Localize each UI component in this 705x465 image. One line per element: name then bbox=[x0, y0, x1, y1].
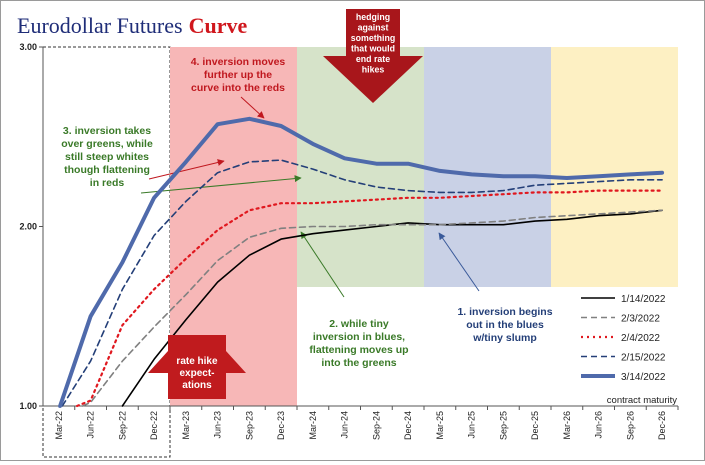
annotations: 4. inversion moves further up the curve in… bbox=[61, 9, 553, 399]
x-tick-label: Mar-24 bbox=[308, 411, 318, 440]
annotation-line: hedging bbox=[356, 12, 390, 22]
band-blues bbox=[424, 47, 551, 287]
callout-arrow-greens bbox=[140, 175, 302, 194]
annotation-line: something bbox=[351, 33, 395, 43]
legend-label-3: 2/4/2022 bbox=[621, 333, 660, 344]
annotation-line: expect- bbox=[179, 368, 214, 379]
x-tick-label: Sep-26 bbox=[625, 411, 635, 440]
x-tick-label: Dec-22 bbox=[149, 411, 159, 440]
chart-title-main: Eurodollar Futures bbox=[17, 13, 183, 38]
callout-arrow-tiny-inversion bbox=[300, 231, 345, 298]
callout-arrows bbox=[140, 96, 480, 298]
axes: 1.00 2.00 3.00 Mar-22 Jun-22 Sep-22 Dec-22 Mar-… bbox=[19, 42, 679, 440]
annotation-line: against bbox=[358, 23, 389, 33]
series-line-2 bbox=[81, 209, 663, 407]
annotation-line: curve into the reds bbox=[191, 82, 285, 94]
annotation-line: into the greens bbox=[321, 357, 396, 369]
annotation-inversion-greens: 3. inversion takes over greens, while stil… bbox=[61, 125, 153, 189]
series-line-5 bbox=[58, 116, 665, 408]
x-tick-label: Sep-25 bbox=[498, 411, 508, 440]
chart-title: Eurodollar Futures Curve bbox=[17, 13, 247, 38]
y-tick-label: 2.00 bbox=[19, 222, 37, 232]
x-tick-label: Dec-25 bbox=[530, 411, 540, 440]
annotation-line: inversion in blues, bbox=[313, 331, 405, 343]
x-tick-label: Dec-26 bbox=[657, 411, 667, 440]
annotation-inversion-blues: 1. inversion begins out in the blues w/tin… bbox=[457, 306, 552, 344]
x-tick-label: Jun-24 bbox=[340, 411, 350, 439]
x-tick-label: Dec-24 bbox=[403, 411, 413, 440]
annotation-line: flattening moves up bbox=[309, 344, 408, 356]
rate-hike-up-arrow bbox=[148, 335, 246, 399]
x-tick-label: Sep-23 bbox=[244, 411, 254, 440]
annotation-line: still steep whites bbox=[65, 151, 149, 163]
annotation-line: 3. inversion takes bbox=[63, 125, 151, 137]
annotation-hedging: hedging against something that would end rat… bbox=[351, 12, 395, 75]
series-line-3 bbox=[75, 189, 664, 408]
x-axis-title: contract maturity bbox=[607, 395, 677, 406]
annotation-line: 4. inversion moves bbox=[191, 56, 286, 68]
annotation-line: rate hike bbox=[176, 356, 218, 367]
annotation-line: over greens, while bbox=[61, 138, 153, 150]
x-tick-label: Sep-24 bbox=[371, 411, 381, 440]
x-tick-label: Jun-26 bbox=[594, 411, 604, 439]
x-tick-label: Mar-22 bbox=[54, 411, 64, 440]
x-tick-label: Jun-22 bbox=[86, 411, 96, 439]
x-tick-label: Mar-26 bbox=[562, 411, 572, 440]
series-line-4 bbox=[61, 159, 663, 407]
y-tick-label: 3.00 bbox=[19, 42, 37, 52]
callout-arrow-blues bbox=[438, 232, 480, 292]
series-lines bbox=[58, 116, 665, 408]
annotation-line: 1. inversion begins bbox=[457, 306, 552, 318]
hedging-down-arrow bbox=[323, 56, 423, 103]
legend-label-2: 2/3/2022 bbox=[621, 314, 660, 325]
annotation-line: ations bbox=[182, 380, 212, 391]
annotation-line: further up the bbox=[204, 69, 272, 81]
annotation-line: 2. while tiny bbox=[329, 318, 389, 330]
legend: 1/14/2022 2/3/2022 2/4/2022 2/15/2022 3/14/2… bbox=[581, 294, 666, 383]
x-tick-label: Mar-25 bbox=[435, 411, 445, 440]
annotation-line: though flattening bbox=[64, 164, 150, 176]
callout-arrow-moves bbox=[240, 96, 265, 119]
legend-label-4: 2/15/2022 bbox=[621, 353, 666, 364]
annotation-line: end rate bbox=[356, 54, 390, 64]
x-tick-label: Sep-22 bbox=[117, 411, 127, 440]
x-tick-label: Mar-23 bbox=[181, 411, 191, 440]
y-tick-label: 1.00 bbox=[19, 401, 37, 411]
x-tick-label: Dec-23 bbox=[276, 411, 286, 440]
annotation-line: that would bbox=[351, 44, 395, 54]
annotation-line: out in the blues bbox=[466, 319, 544, 331]
annotation-rate-hike: rate hike expect-ations bbox=[176, 356, 218, 391]
annotation-line: w/tiny slump bbox=[472, 332, 537, 344]
annotation-inversion-moves: 4. inversion moves further up the curve in… bbox=[191, 56, 286, 94]
annotation-line: in reds bbox=[90, 177, 125, 189]
maturity-bands bbox=[42, 46, 678, 458]
x-tick-label: Jun-25 bbox=[467, 411, 477, 439]
chart-title-accent: Curve bbox=[189, 13, 248, 38]
band-golds bbox=[551, 47, 678, 287]
annotation-line: hikes bbox=[362, 65, 385, 75]
legend-label-5: 3/14/2022 bbox=[621, 372, 666, 383]
x-tick-label: Jun-23 bbox=[213, 411, 223, 439]
callout-arrow-reds bbox=[148, 159, 225, 180]
annotation-tiny-inversion: 2. while tiny inversion in blues, flatteni… bbox=[309, 318, 408, 369]
legend-label-1: 1/14/2022 bbox=[621, 294, 666, 305]
